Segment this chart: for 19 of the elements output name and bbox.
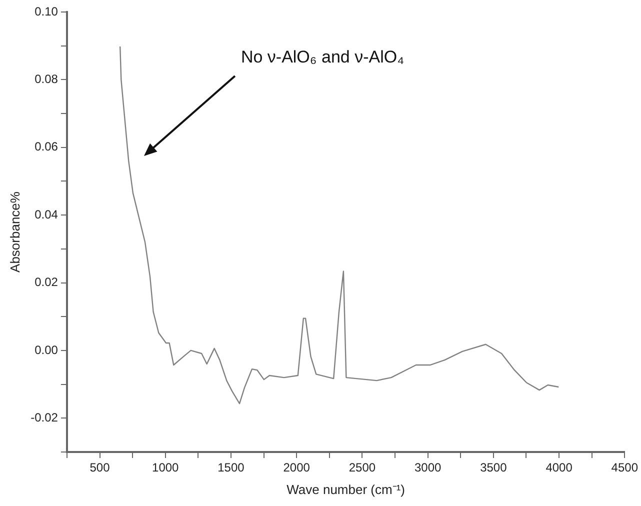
y-tick-label: 0.00 [34,342,58,357]
y-axis-title: Absorbance% [7,191,22,272]
x-tick-label: 4500 [611,460,638,475]
x-tick-label: 3000 [414,460,442,475]
x-tick-label: 1000 [152,460,180,475]
x-tick-label: 2500 [348,460,376,475]
x-axis-title: Wave number (cm⁻¹) [286,482,405,497]
y-tick-label: 0.10 [34,4,58,18]
x-tick-label: 4000 [546,460,573,475]
x-tick-label: 500 [90,460,110,475]
y-tick-label: 0.06 [34,140,58,154]
x-tick-label: 3500 [480,460,508,475]
x-tick-label: 1500 [218,460,245,475]
y-tick-label: 0.02 [34,275,58,290]
y-tick-label: -0.02 [30,410,58,424]
annotation: No ν-AlO₆ and ν-AlO₄ [240,48,404,67]
y-tick-label: 0.08 [34,72,58,86]
x-tick-label: 2000 [283,460,310,475]
y-tick-label: 0.04 [34,207,58,222]
